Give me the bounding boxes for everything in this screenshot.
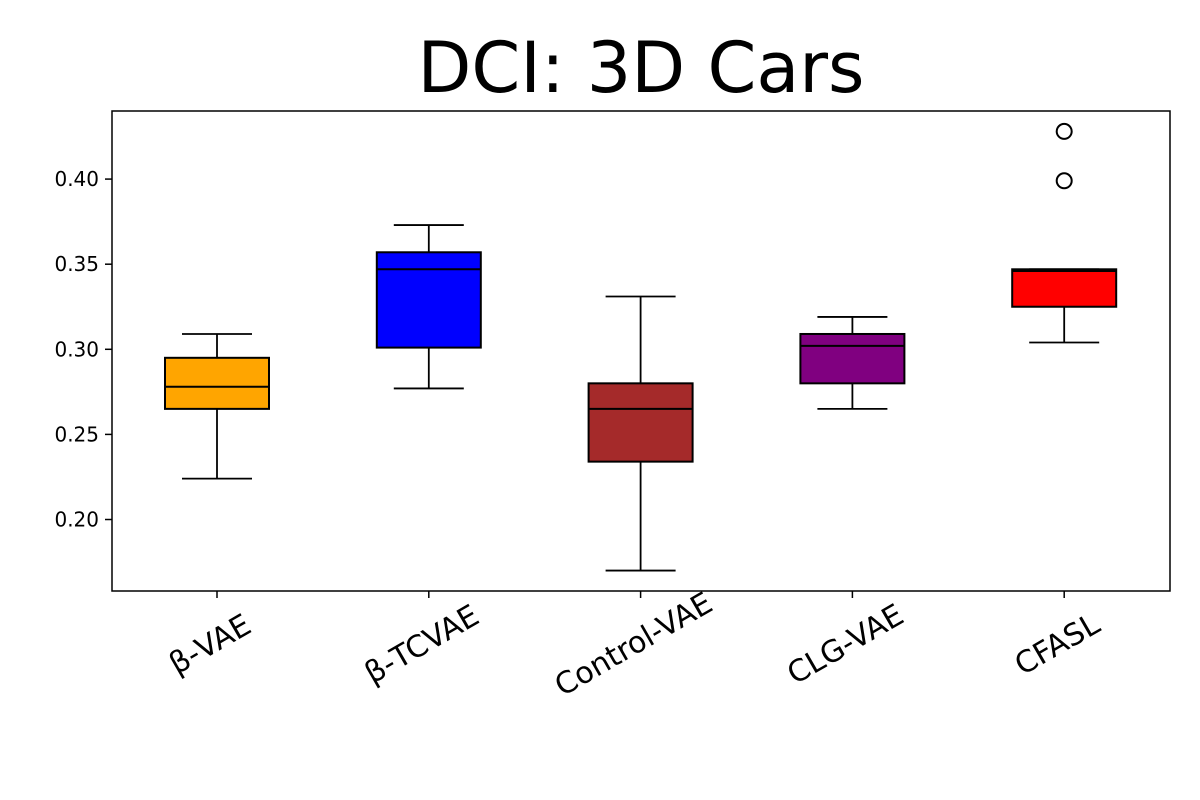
box-iqr [1012,269,1116,306]
chart-title: DCI: 3D Cars [418,27,865,109]
y-tick-label: 0.35 [54,252,99,276]
y-tick-label: 0.40 [54,167,99,191]
y-tick-label: 0.20 [54,508,99,532]
box-iqr [165,358,269,409]
box-iqr [800,334,904,383]
y-tick-label: 0.25 [54,422,99,446]
y-tick-label: 0.30 [54,337,99,361]
box-iqr [589,383,693,461]
box-iqr [377,252,481,347]
